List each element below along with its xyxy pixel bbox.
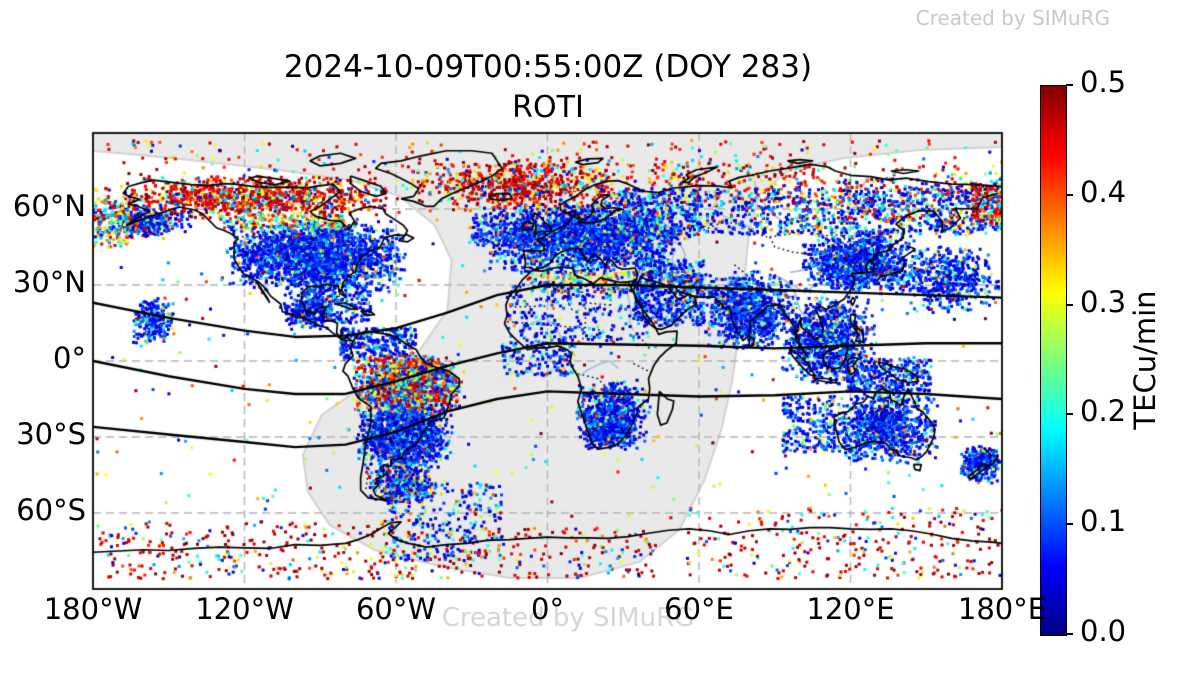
- y-tick-label: 60°N: [12, 189, 86, 223]
- colorbar-tick-label: 0.1: [1080, 504, 1127, 539]
- x-tick-label: 0°: [531, 592, 564, 626]
- watermark-top-right: Created by SIMuRG: [915, 6, 1110, 30]
- x-tick-label: 60°E: [664, 592, 734, 626]
- colorbar-tick-mark: [1066, 523, 1073, 526]
- y-tick-label: 60°S: [16, 493, 86, 527]
- x-tick-label: 180°W: [43, 592, 143, 626]
- colorbar-tick-mark: [1066, 413, 1073, 416]
- colorbar-tick-mark: [1066, 193, 1073, 196]
- x-tick-label: 180°E: [957, 592, 1047, 626]
- x-tick-label: 120°E: [806, 592, 895, 626]
- colorbar-tick-label: 0.5: [1080, 65, 1127, 99]
- colorbar-tick-label: 0.4: [1080, 174, 1127, 209]
- figure-title-product: ROTI: [512, 90, 584, 125]
- watermark-bottom-center: Created by SIMuRG: [441, 603, 695, 633]
- colorbar-gradient: [1040, 85, 1067, 636]
- y-tick-label: 30°S: [16, 417, 86, 451]
- colorbar-tick-label: 0.0: [1080, 614, 1127, 648]
- colorbar-unit-label: TECu/min: [1128, 290, 1162, 430]
- colorbar-tick-label: 0.2: [1080, 394, 1127, 429]
- x-tick-label: 60°W: [355, 592, 437, 626]
- colorbar-tick-mark: [1066, 303, 1073, 306]
- y-tick-label: 30°N: [12, 265, 86, 299]
- colorbar-tick-mark: [1066, 633, 1073, 635]
- x-tick-label: 120°W: [195, 592, 294, 626]
- y-tick-label: 0°: [53, 341, 86, 375]
- colorbar-tick-mark: [1066, 84, 1073, 86]
- figure-title-datetime: 2024-10-09T00:55:00Z (DOY 283): [283, 49, 813, 85]
- colorbar-tick-label: 0.3: [1080, 284, 1127, 319]
